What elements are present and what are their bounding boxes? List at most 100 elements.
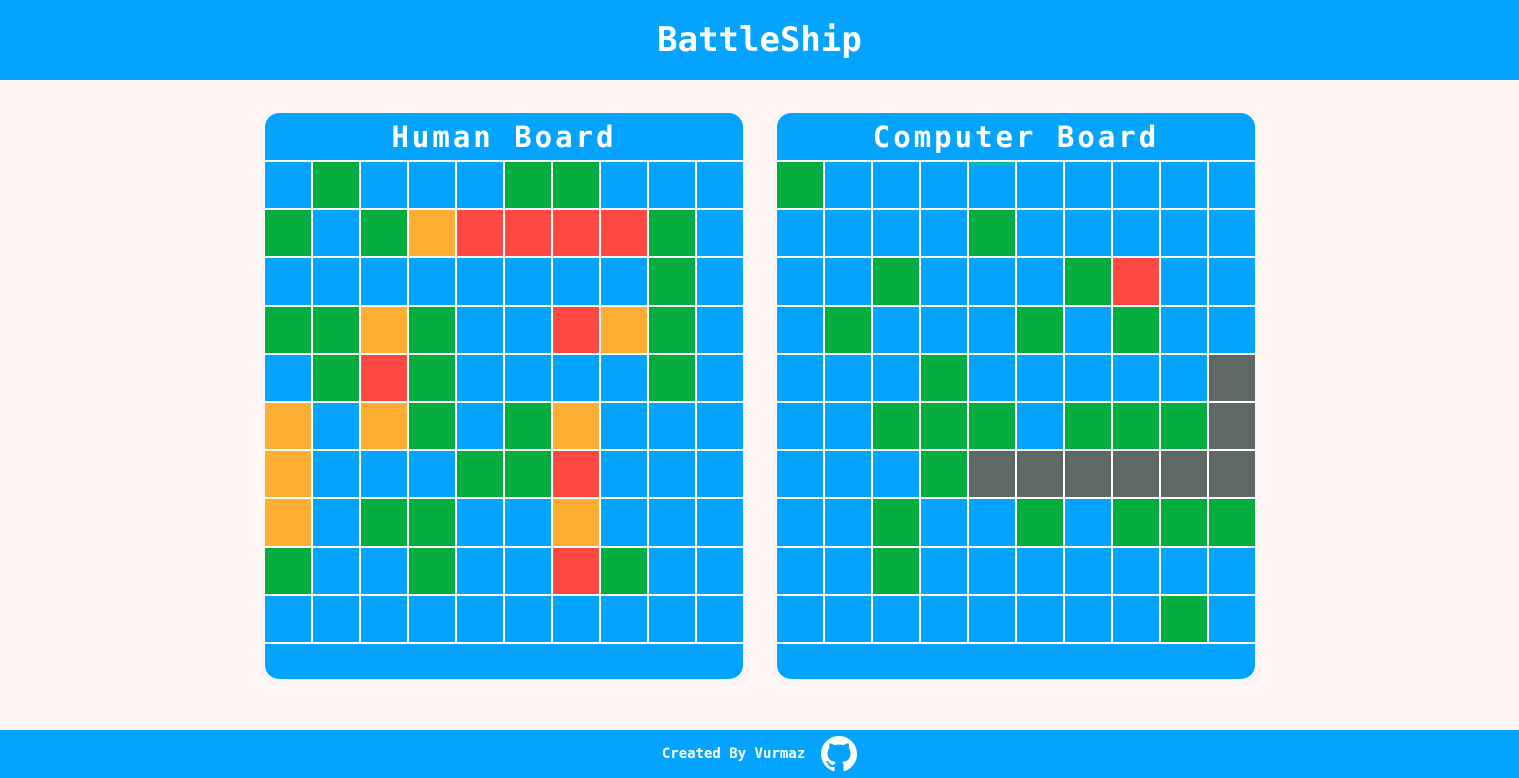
computer-cell-6-1[interactable] bbox=[825, 451, 871, 498]
human-cell-5-5[interactable] bbox=[505, 403, 551, 450]
computer-cell-1-1[interactable] bbox=[825, 210, 871, 257]
human-cell-1-3[interactable] bbox=[409, 210, 455, 257]
computer-cell-6-9[interactable] bbox=[1209, 451, 1255, 498]
human-cell-5-9[interactable] bbox=[697, 403, 743, 450]
human-cell-0-7[interactable] bbox=[601, 162, 647, 209]
human-cell-9-0[interactable] bbox=[265, 595, 311, 642]
human-cell-9-2[interactable] bbox=[361, 595, 407, 642]
computer-cell-8-0[interactable] bbox=[777, 547, 823, 594]
computer-cell-4-0[interactable] bbox=[777, 354, 823, 401]
human-cell-4-0[interactable] bbox=[265, 354, 311, 401]
human-cell-6-0[interactable] bbox=[265, 451, 311, 498]
human-cell-9-4[interactable] bbox=[457, 595, 503, 642]
human-cell-1-7[interactable] bbox=[601, 210, 647, 257]
computer-cell-7-4[interactable] bbox=[969, 499, 1015, 546]
human-cell-9-1[interactable] bbox=[313, 595, 359, 642]
human-cell-9-7[interactable] bbox=[601, 595, 647, 642]
human-cell-3-9[interactable] bbox=[697, 306, 743, 353]
human-cell-2-5[interactable] bbox=[505, 258, 551, 305]
human-cell-4-4[interactable] bbox=[457, 354, 503, 401]
computer-cell-1-7[interactable] bbox=[1113, 210, 1159, 257]
human-cell-3-6[interactable] bbox=[553, 306, 599, 353]
computer-cell-8-9[interactable] bbox=[1209, 547, 1255, 594]
computer-cell-1-6[interactable] bbox=[1065, 210, 1111, 257]
human-cell-6-5[interactable] bbox=[505, 451, 551, 498]
human-cell-8-0[interactable] bbox=[265, 547, 311, 594]
human-cell-1-9[interactable] bbox=[697, 210, 743, 257]
computer-cell-6-6[interactable] bbox=[1065, 451, 1111, 498]
computer-cell-3-7[interactable] bbox=[1113, 306, 1159, 353]
human-cell-5-2[interactable] bbox=[361, 403, 407, 450]
human-cell-2-8[interactable] bbox=[649, 258, 695, 305]
human-cell-5-1[interactable] bbox=[313, 403, 359, 450]
computer-cell-7-7[interactable] bbox=[1113, 499, 1159, 546]
computer-cell-2-8[interactable] bbox=[1161, 258, 1207, 305]
human-cell-2-3[interactable] bbox=[409, 258, 455, 305]
human-cell-6-8[interactable] bbox=[649, 451, 695, 498]
computer-cell-5-7[interactable] bbox=[1113, 403, 1159, 450]
computer-cell-3-4[interactable] bbox=[969, 306, 1015, 353]
human-cell-7-7[interactable] bbox=[601, 499, 647, 546]
computer-cell-0-9[interactable] bbox=[1209, 162, 1255, 209]
github-icon[interactable] bbox=[821, 736, 858, 772]
computer-cell-3-3[interactable] bbox=[921, 306, 967, 353]
human-cell-8-6[interactable] bbox=[553, 547, 599, 594]
computer-cell-9-9[interactable] bbox=[1209, 595, 1255, 642]
computer-cell-4-3[interactable] bbox=[921, 354, 967, 401]
human-cell-7-3[interactable] bbox=[409, 499, 455, 546]
computer-cell-2-9[interactable] bbox=[1209, 258, 1255, 305]
computer-cell-0-5[interactable] bbox=[1017, 162, 1063, 209]
human-cell-3-1[interactable] bbox=[313, 306, 359, 353]
computer-cell-3-0[interactable] bbox=[777, 306, 823, 353]
human-cell-8-8[interactable] bbox=[649, 547, 695, 594]
computer-cell-0-0[interactable] bbox=[777, 162, 823, 209]
computer-cell-4-9[interactable] bbox=[1209, 354, 1255, 401]
human-cell-0-4[interactable] bbox=[457, 162, 503, 209]
human-cell-9-6[interactable] bbox=[553, 595, 599, 642]
computer-cell-5-2[interactable] bbox=[873, 403, 919, 450]
computer-cell-4-8[interactable] bbox=[1161, 354, 1207, 401]
computer-cell-3-2[interactable] bbox=[873, 306, 919, 353]
computer-cell-5-1[interactable] bbox=[825, 403, 871, 450]
human-cell-3-0[interactable] bbox=[265, 306, 311, 353]
human-cell-3-4[interactable] bbox=[457, 306, 503, 353]
computer-cell-4-6[interactable] bbox=[1065, 354, 1111, 401]
computer-cell-9-6[interactable] bbox=[1065, 595, 1111, 642]
human-cell-2-4[interactable] bbox=[457, 258, 503, 305]
computer-cell-0-4[interactable] bbox=[969, 162, 1015, 209]
human-cell-7-0[interactable] bbox=[265, 499, 311, 546]
computer-cell-7-3[interactable] bbox=[921, 499, 967, 546]
human-cell-6-9[interactable] bbox=[697, 451, 743, 498]
human-cell-0-0[interactable] bbox=[265, 162, 311, 209]
human-cell-5-4[interactable] bbox=[457, 403, 503, 450]
human-cell-4-8[interactable] bbox=[649, 354, 695, 401]
computer-cell-0-8[interactable] bbox=[1161, 162, 1207, 209]
computer-cell-5-8[interactable] bbox=[1161, 403, 1207, 450]
human-cell-7-1[interactable] bbox=[313, 499, 359, 546]
human-cell-2-1[interactable] bbox=[313, 258, 359, 305]
computer-cell-0-3[interactable] bbox=[921, 162, 967, 209]
computer-cell-1-3[interactable] bbox=[921, 210, 967, 257]
computer-cell-0-1[interactable] bbox=[825, 162, 871, 209]
human-cell-4-5[interactable] bbox=[505, 354, 551, 401]
computer-cell-3-9[interactable] bbox=[1209, 306, 1255, 353]
computer-cell-7-0[interactable] bbox=[777, 499, 823, 546]
computer-cell-4-1[interactable] bbox=[825, 354, 871, 401]
human-cell-9-9[interactable] bbox=[697, 595, 743, 642]
computer-cell-4-4[interactable] bbox=[969, 354, 1015, 401]
computer-cell-9-2[interactable] bbox=[873, 595, 919, 642]
human-cell-1-1[interactable] bbox=[313, 210, 359, 257]
human-cell-3-8[interactable] bbox=[649, 306, 695, 353]
human-cell-1-8[interactable] bbox=[649, 210, 695, 257]
human-cell-0-1[interactable] bbox=[313, 162, 359, 209]
human-cell-5-7[interactable] bbox=[601, 403, 647, 450]
computer-cell-9-7[interactable] bbox=[1113, 595, 1159, 642]
human-cell-1-2[interactable] bbox=[361, 210, 407, 257]
human-cell-5-0[interactable] bbox=[265, 403, 311, 450]
human-cell-7-8[interactable] bbox=[649, 499, 695, 546]
human-cell-2-9[interactable] bbox=[697, 258, 743, 305]
computer-cell-3-6[interactable] bbox=[1065, 306, 1111, 353]
computer-cell-6-3[interactable] bbox=[921, 451, 967, 498]
computer-cell-7-5[interactable] bbox=[1017, 499, 1063, 546]
human-cell-6-4[interactable] bbox=[457, 451, 503, 498]
